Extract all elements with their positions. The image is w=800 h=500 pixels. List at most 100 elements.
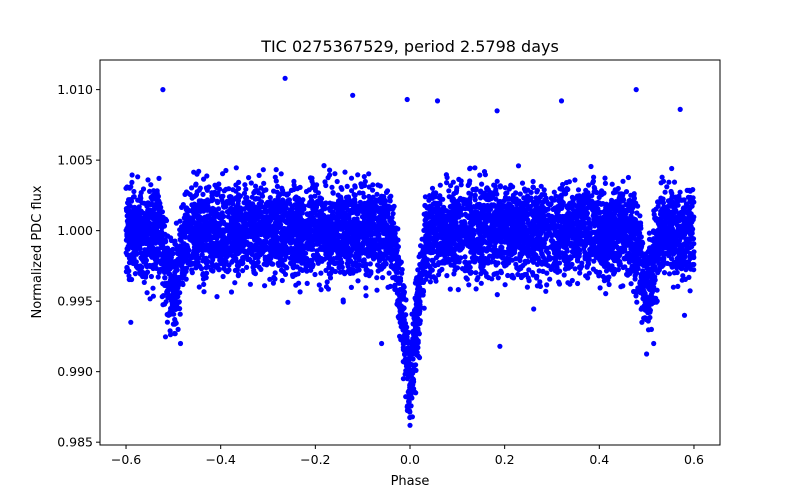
data-point [458, 182, 464, 188]
data-point [312, 271, 318, 278]
data-point [224, 209, 230, 215]
data-point [655, 203, 661, 209]
data-point [361, 174, 367, 180]
data-point [662, 189, 668, 195]
data-point [472, 165, 478, 171]
data-point [615, 267, 622, 273]
data-point [631, 193, 637, 199]
data-point [391, 203, 397, 209]
data-point [554, 264, 560, 271]
data-point [325, 175, 331, 181]
data-point [241, 190, 248, 196]
data-point [235, 271, 242, 278]
data-point [129, 172, 135, 178]
data-point [156, 269, 162, 275]
data-point [561, 272, 567, 278]
data-point [551, 189, 557, 195]
data-point [538, 259, 545, 265]
data-point [327, 167, 333, 173]
scatter-points [123, 75, 697, 428]
data-point [623, 189, 630, 195]
data-point [144, 290, 150, 296]
data-point [539, 192, 545, 198]
data-point [363, 285, 369, 291]
data-point [664, 184, 670, 190]
data-point [128, 184, 134, 190]
data-point [494, 292, 500, 298]
data-point [669, 165, 675, 172]
data-point [547, 276, 553, 282]
data-point [515, 271, 521, 278]
data-point [632, 217, 639, 223]
data-point [649, 273, 655, 279]
data-point [429, 267, 435, 273]
data-point [272, 270, 278, 276]
data-point [574, 245, 581, 251]
data-point [385, 284, 391, 290]
data-point [330, 190, 336, 196]
data-point [473, 286, 479, 292]
data-point [569, 249, 575, 255]
data-point [230, 258, 236, 264]
data-point [132, 271, 138, 277]
data-point [473, 270, 479, 276]
data-point [281, 191, 287, 197]
data-point [209, 198, 215, 204]
data-point [644, 351, 650, 357]
data-point [332, 171, 338, 177]
data-point [602, 175, 608, 181]
data-point [355, 172, 361, 178]
data-point [541, 187, 547, 193]
data-point [666, 179, 672, 185]
data-point [268, 238, 274, 244]
data-point [449, 194, 455, 200]
data-point [564, 204, 570, 210]
data-point [575, 280, 581, 287]
data-point [180, 202, 186, 208]
data-point [131, 250, 137, 256]
data-point [416, 310, 422, 316]
data-point [478, 195, 484, 201]
data-point [348, 284, 354, 290]
data-point [496, 200, 502, 206]
data-point [603, 268, 610, 274]
data-point [536, 268, 542, 274]
data-point [422, 194, 428, 200]
data-point [596, 194, 602, 200]
data-point [285, 299, 291, 305]
data-point [383, 189, 390, 195]
data-point [253, 183, 259, 189]
data-point [606, 281, 612, 288]
data-point [586, 270, 592, 276]
data-point [543, 288, 549, 294]
data-point [278, 171, 284, 177]
data-point [228, 194, 234, 200]
data-point [609, 181, 615, 187]
data-point [477, 172, 483, 178]
data-point [560, 181, 566, 188]
data-point [200, 276, 207, 282]
data-point [502, 282, 508, 288]
data-point [510, 215, 516, 221]
data-point [566, 179, 573, 185]
data-point [324, 279, 330, 285]
data-point [411, 329, 417, 335]
data-point [220, 273, 226, 280]
data-point [504, 190, 510, 196]
data-point [135, 263, 141, 269]
data-point [201, 289, 207, 295]
data-point [164, 319, 170, 325]
data-point [556, 279, 562, 285]
data-point [244, 264, 250, 270]
data-point [291, 182, 297, 188]
data-point [628, 246, 634, 252]
data-point [244, 195, 250, 201]
data-point [534, 283, 541, 289]
data-point [521, 195, 527, 201]
data-point [659, 174, 665, 180]
data-point [308, 267, 314, 273]
data-point [209, 211, 215, 217]
data-point [138, 190, 144, 196]
data-point [572, 177, 578, 183]
data-point [577, 270, 583, 276]
